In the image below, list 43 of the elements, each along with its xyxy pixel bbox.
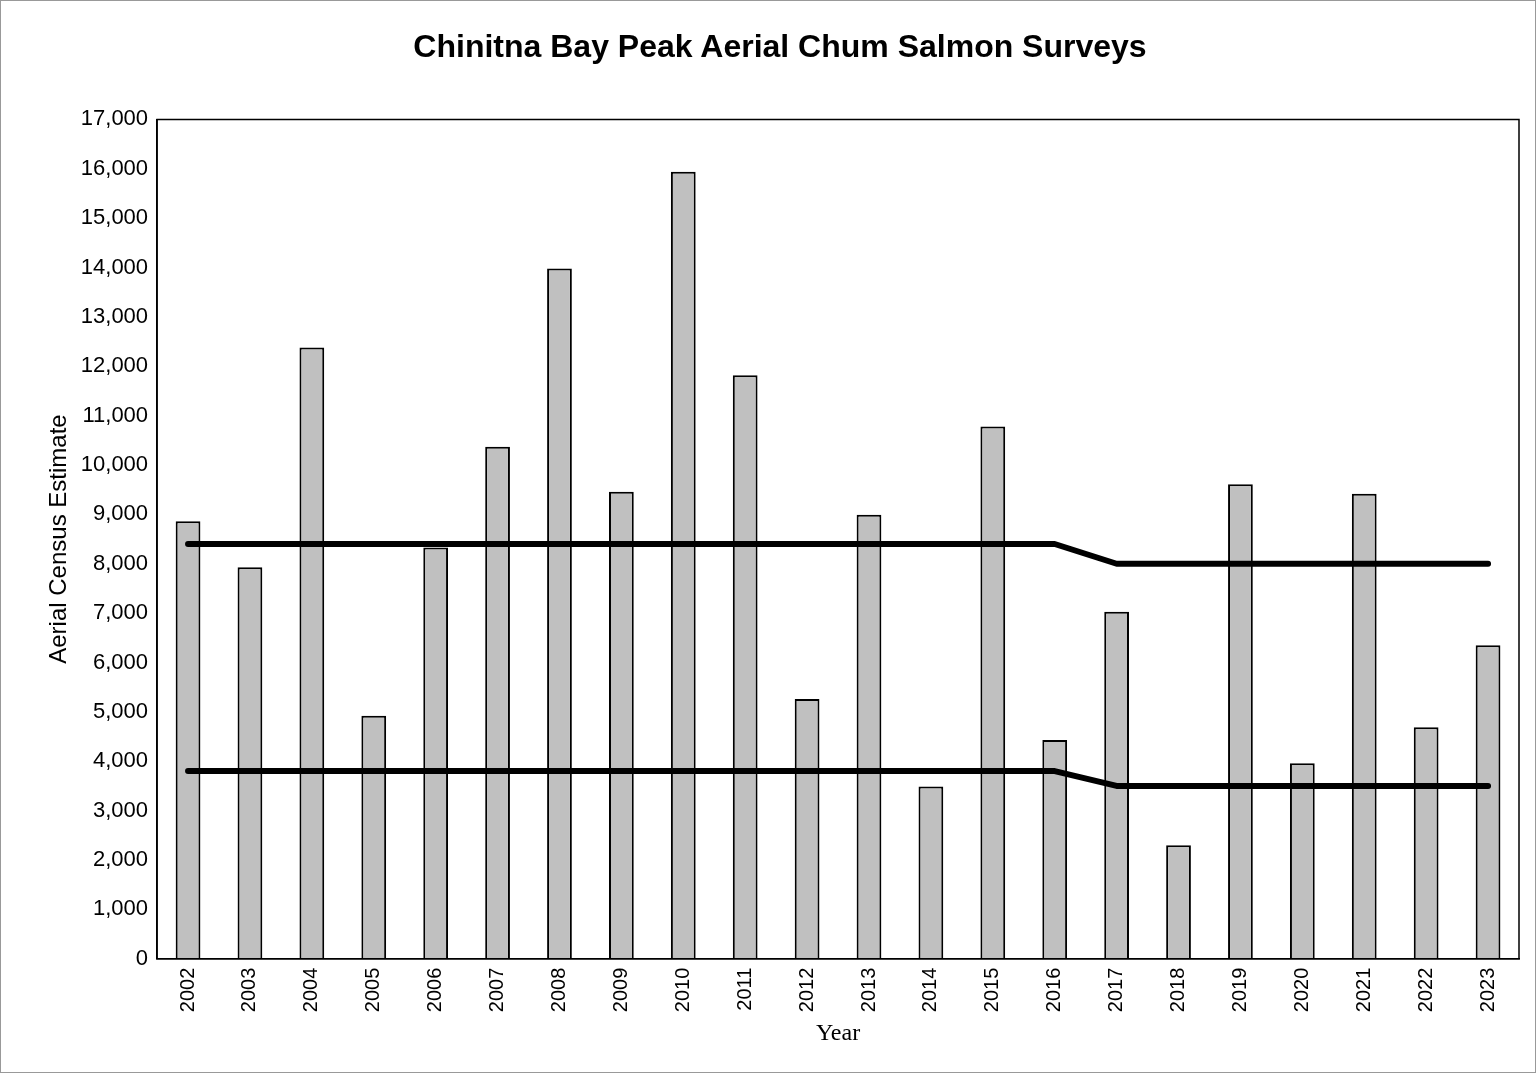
x-tick-label: 2020 xyxy=(1289,967,1312,1013)
y-tick-label: 12,000 xyxy=(80,352,149,378)
y-tick-label: 15,000 xyxy=(80,204,149,230)
x-tick-label: 2009 xyxy=(608,967,631,1013)
x-tick-label: 2002 xyxy=(175,967,198,1013)
y-tick-label: 17,000 xyxy=(80,105,149,131)
x-tick-label: 2013 xyxy=(856,967,879,1013)
x-tick-label: 2017 xyxy=(1104,967,1127,1013)
y-tick-label: 2,000 xyxy=(93,846,149,872)
x-tick-label: 2022 xyxy=(1413,967,1436,1013)
x-tick-label: 2021 xyxy=(1351,967,1374,1013)
y-tick-label: 7,000 xyxy=(93,599,149,625)
x-tick-label: 2004 xyxy=(299,967,322,1013)
x-tick-label: 2014 xyxy=(918,967,941,1013)
y-tick-label: 3,000 xyxy=(93,796,149,822)
y-tick-label: 1,000 xyxy=(93,895,149,921)
x-tick-label: 2003 xyxy=(237,967,260,1013)
x-tick-label: 2018 xyxy=(1166,967,1189,1013)
y-tick-label: 10,000 xyxy=(80,451,149,477)
y-tick-label: 0 xyxy=(135,944,149,970)
y-tick-label: 6,000 xyxy=(93,648,149,674)
x-axis-title: Year xyxy=(815,1018,861,1045)
x-tick-label: 2010 xyxy=(670,967,693,1013)
x-tick-label: 2008 xyxy=(546,967,569,1013)
x-tick-label: 2016 xyxy=(1042,967,1065,1013)
x-tick-label: 2011 xyxy=(732,967,755,1011)
x-tick-label: 2023 xyxy=(1475,967,1498,1013)
x-tick-label: 2012 xyxy=(794,967,817,1013)
x-tick-label: 2006 xyxy=(423,967,446,1013)
y-tick-label: 14,000 xyxy=(80,253,149,279)
y-tick-label: 13,000 xyxy=(80,302,149,328)
y-tick-label: 16,000 xyxy=(80,154,149,180)
y-tick-label: 5,000 xyxy=(93,697,149,723)
chart-title: Chinitna Bay Peak Aerial Chum Salmon Surveys xyxy=(413,28,1147,65)
x-tick-label: 2015 xyxy=(980,967,1003,1013)
y-tick-label: 9,000 xyxy=(93,500,149,526)
y-tick-label: 4,000 xyxy=(93,747,149,773)
x-tick-label: 2005 xyxy=(361,967,384,1013)
y-tick-label: 8,000 xyxy=(93,549,149,575)
y-axis-title: Aerial Census Estimate xyxy=(44,414,72,664)
x-tick-label: 2007 xyxy=(485,967,508,1013)
x-tick-label: 2019 xyxy=(1227,967,1250,1013)
y-tick-label: 11,000 xyxy=(82,401,149,427)
